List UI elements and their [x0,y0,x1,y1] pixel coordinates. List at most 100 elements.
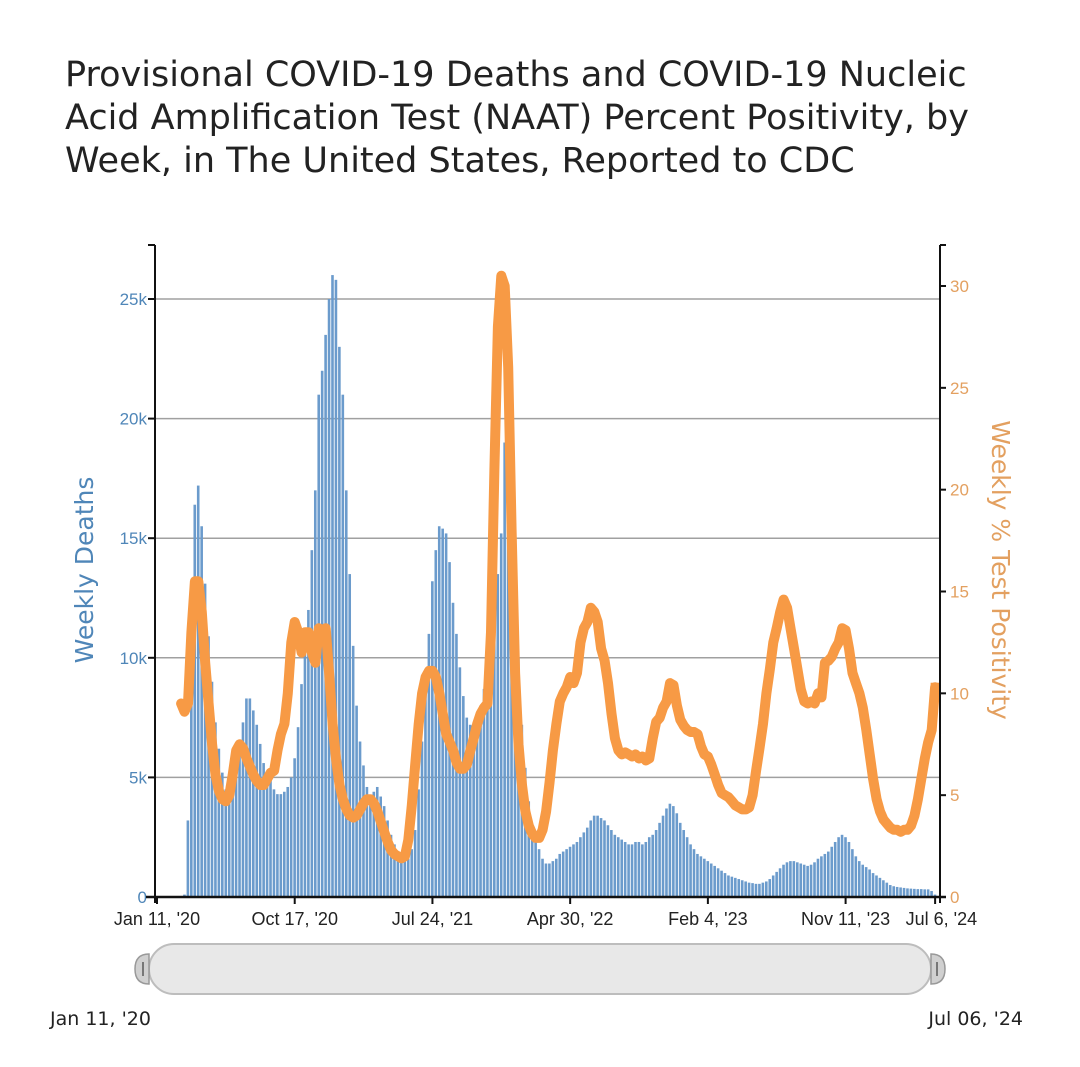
y-right-tick-label: 0 [950,888,959,907]
deaths-bar [672,806,675,897]
deaths-bar [293,758,296,897]
deaths-bar [833,841,837,897]
y-right-title: Weekly % Test Positivity [986,420,1015,720]
deaths-bar [926,889,930,897]
deaths-bar [637,841,641,897]
deaths-bar [692,849,696,897]
deaths-bar [888,885,892,897]
deaths-bar [472,729,475,897]
deaths-bar [286,786,290,897]
deaths-bar [300,684,303,897]
deaths-bar [424,684,427,897]
deaths-bar [802,864,806,897]
deaths-bar [740,880,744,897]
deaths-bar [720,870,723,897]
deaths-bar [771,875,775,897]
deaths-bar [530,825,534,897]
deaths-bar [875,875,878,897]
y-left-tick-label: 20k [120,410,148,429]
deaths-bar [269,779,272,897]
deaths-bar [214,722,217,897]
deaths-bar [565,849,568,897]
deaths-bar [923,889,926,897]
deaths-bar [727,875,730,897]
deaths-bar [758,883,761,897]
deaths-bar [916,889,920,897]
deaths-bar [689,844,692,897]
y-left-tick-label: 25k [120,290,148,309]
navigator-track[interactable] [148,943,932,995]
deaths-bar [234,772,238,897]
deaths-bar [651,834,654,897]
deaths-bar [248,698,252,897]
navigator-end-label: Jul 06, '24 [928,1008,1023,1030]
deaths-bar [603,820,606,897]
deaths-bar [365,786,369,897]
deaths-bar [930,891,933,897]
navigator-right-handle[interactable] [930,953,946,985]
deaths-bar [207,636,210,897]
deaths-bar [348,574,352,897]
deaths-bar [630,844,634,897]
deaths-bar [913,888,916,897]
x-tick-label: Apr 30, '22 [527,909,614,929]
deaths-bar [823,853,827,897]
deaths-bar [685,837,689,897]
x-tick-label: Jan 11, '20 [114,909,200,929]
deaths-bar [193,504,197,897]
deaths-bar [568,846,572,897]
deaths-bar [647,837,651,897]
deaths-bar [610,830,613,897]
deaths-bar [331,275,334,898]
deaths-bar [341,394,345,897]
deaths-bar [479,705,482,897]
x-tick-label: Nov 11, '23 [801,909,890,929]
deaths-bar [369,796,372,897]
deaths-bar [413,830,417,897]
deaths-bar [217,748,221,897]
deaths-bar [675,813,679,897]
deaths-bar [682,830,685,897]
y-left-title: Weekly Deaths [70,477,99,664]
deaths-bar [434,550,438,897]
deaths-bar [795,862,799,897]
deaths-bar [809,864,813,897]
deaths-bar [276,794,279,897]
deaths-bar [417,789,420,897]
deaths-bar [313,490,317,897]
deaths-bar [190,653,193,897]
deaths-bar [844,837,847,897]
range-navigator[interactable] [134,943,946,995]
deaths-bar [561,851,565,897]
deaths-bar [468,724,472,897]
deaths-bar [765,881,768,897]
deaths-bar [703,858,706,897]
y-left-tick-label: 15k [120,529,148,548]
deaths-bar [806,865,809,897]
deaths-bar [324,334,327,897]
deaths-bar [816,858,820,897]
deaths-bar [344,490,348,897]
deaths-bar [768,879,772,897]
deaths-bar [389,834,393,897]
deaths-bar [427,633,431,897]
x-tick-label: Jul 6, '24 [906,909,977,929]
deaths-bar [744,881,747,897]
deaths-bar [203,583,207,897]
deaths-bar [334,279,338,897]
deaths-bar [665,808,668,897]
deaths-bar [403,861,407,897]
gridlines [155,298,940,779]
deaths-bar [882,880,885,897]
chart-title: Provisional COVID-19 Deaths and COVID-19… [65,55,969,181]
y-right-tick-label: 20 [950,481,969,500]
deaths-bar [585,827,589,897]
deaths-bar [613,834,617,897]
deaths-bar [355,705,358,897]
deaths-bar [813,862,816,897]
deaths-bar [668,803,672,897]
deaths-bar [245,698,248,897]
y-left-tick-label: 10k [120,649,148,668]
navigator-left-handle[interactable] [134,953,150,985]
